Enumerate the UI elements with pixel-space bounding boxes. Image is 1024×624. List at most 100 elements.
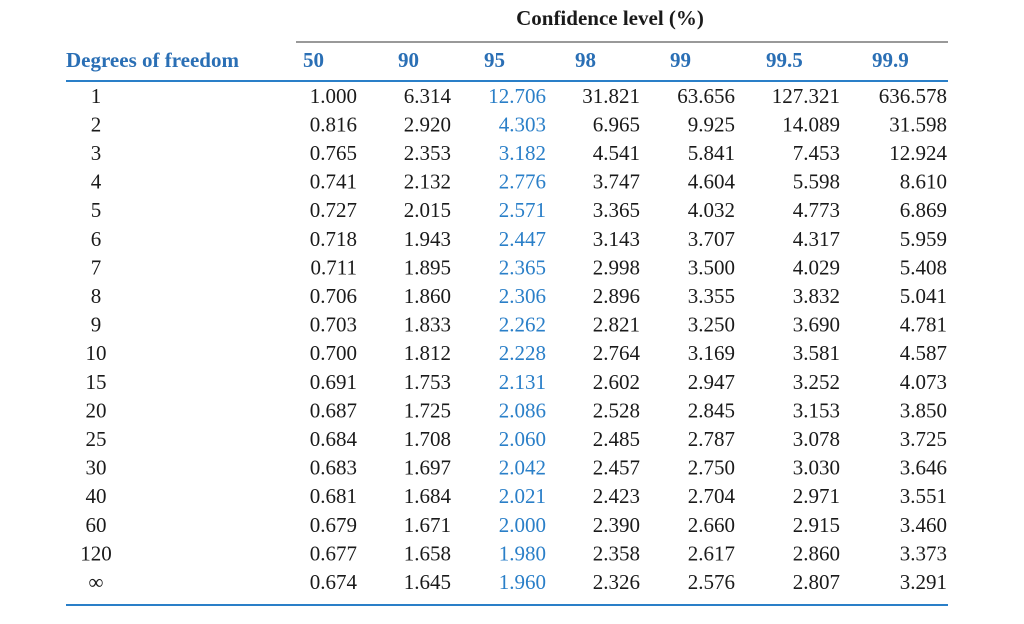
value-cell: 0.711	[311, 255, 357, 279]
value-cell: 6.869	[900, 198, 947, 222]
value-cell: 9.925	[688, 112, 735, 136]
value-cell: 3.030	[793, 456, 840, 480]
value-cell: 2.358	[593, 541, 640, 565]
column-header: 50	[303, 48, 324, 72]
value-cell: 1.658	[404, 541, 451, 565]
value-cell: 63.656	[677, 84, 735, 108]
value-cell: 3.707	[688, 227, 735, 251]
value-cell: 2.860	[793, 541, 840, 565]
value-cell: 1.708	[404, 427, 451, 451]
column-header: 99.5	[766, 48, 803, 72]
df-cell: 3	[91, 141, 102, 165]
value-cell: 2.704	[688, 484, 736, 508]
value-cell: 3.581	[793, 341, 840, 365]
value-cell: 2.326	[593, 570, 640, 594]
column-header: 99.9	[872, 48, 909, 72]
value-cell: 3.500	[688, 255, 735, 279]
df-cell: 10	[86, 341, 107, 365]
df-cell: 20	[86, 398, 107, 422]
df-cell: 120	[80, 541, 112, 565]
value-cell: 1.725	[404, 398, 451, 422]
column-header: 90	[398, 48, 419, 72]
value-cell: 4.773	[793, 198, 840, 222]
value-cell: 2.971	[793, 484, 840, 508]
value-cell: 2.015	[404, 198, 451, 222]
df-cell: 60	[86, 513, 107, 537]
value-cell: 2.228	[499, 341, 546, 365]
value-cell: 1.860	[404, 284, 451, 308]
value-cell: 3.252	[793, 370, 840, 394]
value-cell: 3.182	[499, 141, 546, 165]
df-cell: 6	[91, 227, 102, 251]
value-cell: 4.029	[793, 255, 840, 279]
value-cell: 3.291	[900, 570, 947, 594]
value-cell: 0.706	[310, 284, 357, 308]
value-cell: 2.306	[499, 284, 546, 308]
value-cell: 2.998	[593, 255, 640, 279]
row-header: Degrees of freedom	[66, 48, 239, 72]
value-cell: 2.528	[593, 398, 640, 422]
value-cell: 1.943	[404, 227, 451, 251]
value-cell: 3.690	[793, 313, 840, 337]
value-cell: 3.747	[593, 170, 640, 194]
df-cell: 8	[91, 284, 102, 308]
value-cell: 5.408	[900, 255, 947, 279]
value-cell: 7.453	[793, 141, 840, 165]
value-cell: 3.169	[688, 341, 735, 365]
df-cell: 9	[91, 313, 102, 337]
column-header: 95	[484, 48, 505, 72]
value-cell: 6.314	[404, 84, 452, 108]
value-cell: 14.089	[782, 112, 840, 136]
value-cell: 127.321	[772, 84, 840, 108]
value-cell: 0.703	[310, 313, 357, 337]
value-cell: 2.845	[688, 398, 735, 422]
value-cell: 1.645	[404, 570, 451, 594]
value-cell: 8.610	[900, 170, 947, 194]
value-cell: 2.750	[688, 456, 735, 480]
value-cell: 1.671	[404, 513, 451, 537]
value-cell: 2.353	[404, 141, 451, 165]
value-cell: 1.895	[404, 255, 451, 279]
value-cell: 1.000	[310, 84, 357, 108]
value-cell: 2.920	[404, 112, 451, 136]
value-cell: 3.460	[900, 513, 947, 537]
value-cell: 3.078	[793, 427, 840, 451]
value-cell: 12.924	[889, 141, 947, 165]
value-cell: 2.821	[593, 313, 640, 337]
value-cell: 2.485	[593, 427, 640, 451]
value-cell: 1.753	[404, 370, 451, 394]
value-cell: 4.303	[499, 112, 546, 136]
value-cell: 2.423	[593, 484, 640, 508]
value-cell: 1.980	[499, 541, 546, 565]
value-cell: 0.727	[310, 198, 357, 222]
value-cell: 6.965	[593, 112, 640, 136]
value-cell: 4.073	[900, 370, 947, 394]
value-cell: 2.571	[499, 198, 546, 222]
value-cell: 0.683	[310, 456, 357, 480]
df-cell: 1	[91, 84, 102, 108]
value-cell: 2.787	[688, 427, 735, 451]
value-cell: 2.000	[499, 513, 546, 537]
df-cell: 4	[91, 170, 102, 194]
value-cell: 3.373	[900, 541, 947, 565]
value-cell: 4.032	[688, 198, 735, 222]
value-cell: 4.781	[900, 313, 947, 337]
value-cell: 0.687	[310, 398, 357, 422]
value-cell: 0.741	[310, 170, 357, 194]
value-cell: 2.915	[793, 513, 840, 537]
value-cell: 2.807	[793, 570, 840, 594]
df-cell: 15	[86, 370, 107, 394]
value-cell: 5.841	[688, 141, 735, 165]
value-cell: 0.691	[310, 370, 357, 394]
value-cell: 1.812	[404, 341, 451, 365]
value-cell: 2.262	[499, 313, 546, 337]
value-cell: 2.576	[688, 570, 735, 594]
value-cell: 3.725	[900, 427, 947, 451]
value-cell: 2.764	[593, 341, 641, 365]
value-cell: 2.896	[593, 284, 640, 308]
value-cell: 3.250	[688, 313, 735, 337]
value-cell: 0.681	[310, 484, 357, 508]
value-cell: 1.697	[404, 456, 451, 480]
table-title: Confidence level (%)	[516, 6, 704, 30]
